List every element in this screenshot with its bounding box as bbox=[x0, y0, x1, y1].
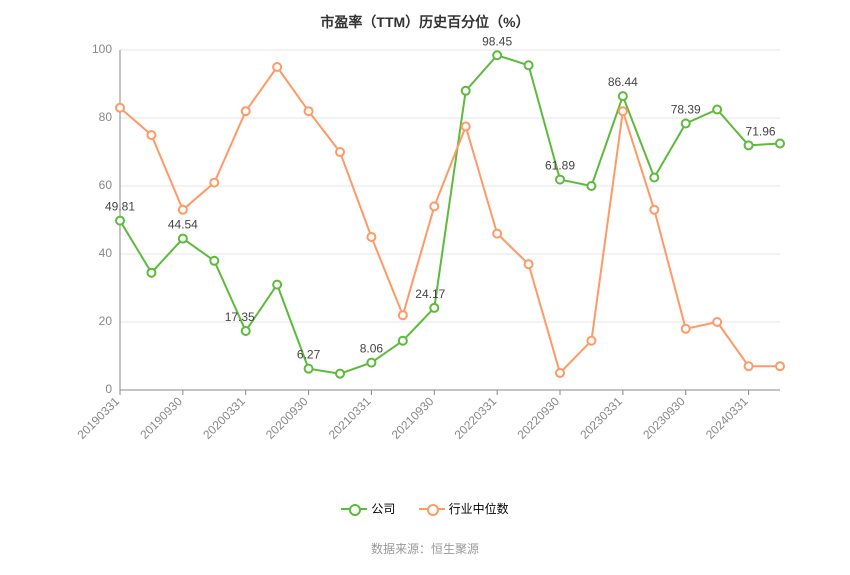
legend: 公司 行业中位数 bbox=[0, 500, 850, 518]
svg-text:78.39: 78.39 bbox=[671, 102, 701, 116]
svg-text:8.06: 8.06 bbox=[360, 342, 384, 356]
svg-text:100: 100 bbox=[92, 42, 112, 56]
svg-text:20190930: 20190930 bbox=[137, 394, 185, 442]
legend-swatch-company bbox=[341, 503, 367, 515]
legend-label-company: 公司 bbox=[371, 500, 395, 517]
legend-label-industry: 行业中位数 bbox=[449, 500, 509, 517]
svg-text:20: 20 bbox=[99, 314, 113, 328]
svg-text:20210930: 20210930 bbox=[389, 394, 437, 442]
data-source: 数据来源：恒生聚源 bbox=[0, 540, 850, 557]
svg-text:20220930: 20220930 bbox=[514, 394, 562, 442]
svg-text:20200930: 20200930 bbox=[263, 394, 311, 442]
svg-text:20190331: 20190331 bbox=[74, 394, 122, 442]
chart-plot: 0204060801002019033120190930202003312020… bbox=[0, 0, 850, 575]
svg-text:24.17: 24.17 bbox=[415, 287, 445, 301]
svg-text:40: 40 bbox=[99, 246, 113, 260]
svg-text:80: 80 bbox=[99, 110, 113, 124]
svg-text:61.89: 61.89 bbox=[545, 159, 575, 173]
svg-text:20200331: 20200331 bbox=[200, 394, 248, 442]
chart-container: 市盈率（TTM）历史百分位（%） 02040608010020190331201… bbox=[0, 0, 850, 575]
legend-swatch-industry bbox=[419, 503, 445, 515]
svg-text:17.35: 17.35 bbox=[225, 310, 255, 324]
legend-item-company: 公司 bbox=[341, 500, 395, 517]
svg-text:20230930: 20230930 bbox=[640, 394, 688, 442]
svg-text:49.81: 49.81 bbox=[105, 200, 135, 214]
svg-text:20230331: 20230331 bbox=[577, 394, 625, 442]
svg-text:6.27: 6.27 bbox=[297, 348, 321, 362]
legend-item-industry: 行业中位数 bbox=[419, 500, 509, 517]
svg-text:98.45: 98.45 bbox=[482, 34, 512, 48]
svg-text:20240331: 20240331 bbox=[703, 394, 751, 442]
svg-text:20210331: 20210331 bbox=[326, 394, 374, 442]
svg-text:71.96: 71.96 bbox=[746, 124, 776, 138]
svg-text:86.44: 86.44 bbox=[608, 75, 638, 89]
svg-text:60: 60 bbox=[99, 178, 113, 192]
svg-text:20220331: 20220331 bbox=[452, 394, 500, 442]
svg-text:44.54: 44.54 bbox=[168, 218, 198, 232]
